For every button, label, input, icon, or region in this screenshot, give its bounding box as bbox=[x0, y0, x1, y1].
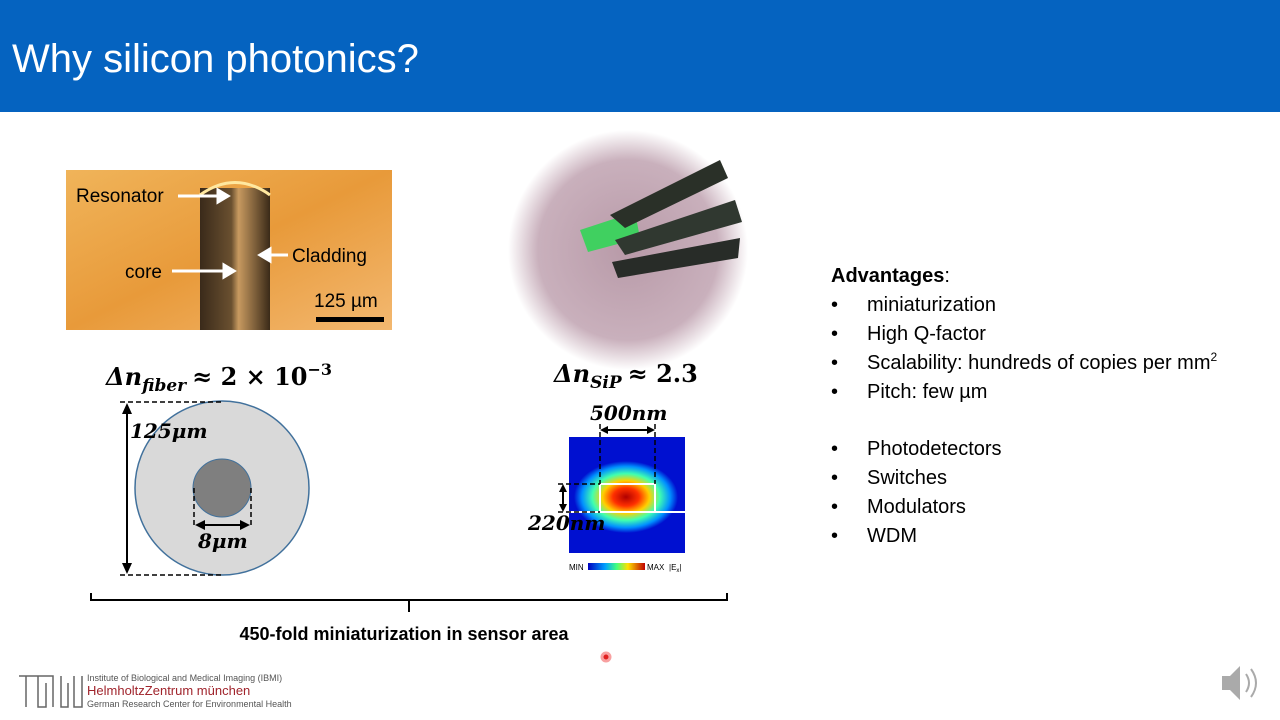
application-item: Modulators bbox=[867, 496, 966, 518]
eq-subscript: fiber bbox=[141, 376, 187, 396]
brace bbox=[90, 593, 728, 612]
sip-equation: ΔnSiP ≈ 2.3 bbox=[553, 359, 698, 393]
sip-diagram: 500nm 220nm MIN MAX |Ex| bbox=[527, 401, 685, 574]
bullet: • bbox=[831, 323, 838, 345]
application-item: WDM bbox=[867, 525, 917, 547]
chip-photo bbox=[508, 130, 748, 370]
summary: 450-fold miniaturization in sensor area bbox=[239, 624, 569, 644]
scale-bar-label: 125 µm bbox=[314, 291, 378, 312]
fiber-photo: Resonator Cladding core 125 µm bbox=[66, 170, 392, 330]
photo-label: Resonator bbox=[76, 186, 164, 207]
bullet-list: • miniaturization • High Q-factor • Scalabili… bbox=[831, 294, 1218, 547]
dimension-label: 500nm bbox=[590, 401, 667, 425]
dimension-label: 220nm bbox=[527, 511, 605, 535]
colon: : bbox=[944, 265, 950, 287]
photo-label: Cladding bbox=[292, 246, 367, 267]
dimension-label: 125μm bbox=[130, 419, 208, 443]
fiber-diagram: 125μm 8μm bbox=[120, 400, 310, 576]
advantage-item: Scalability: hundreds of copies per mm2 bbox=[867, 350, 1218, 374]
footer-center: HelmholtzZentrum münchen bbox=[87, 683, 250, 698]
header-bar bbox=[0, 0, 1280, 112]
bullet: • bbox=[831, 467, 838, 489]
eq-symbol: Δn bbox=[553, 359, 590, 388]
field-symbol: |E bbox=[669, 563, 676, 572]
laser-pointer bbox=[600, 651, 612, 663]
bullet: • bbox=[831, 352, 838, 374]
bullet: • bbox=[831, 294, 838, 316]
eq-relation: ≈ 2.3 bbox=[628, 359, 698, 388]
colorbar-field: |Ex| bbox=[669, 563, 682, 574]
photo-label: core bbox=[125, 262, 162, 283]
application-item: Photodetectors bbox=[867, 438, 1002, 460]
advantage-item: Pitch: few µm bbox=[867, 381, 987, 403]
eq-subscript: SiP bbox=[590, 373, 623, 393]
fiber-equation: Δnfiber ≈ 2 × 10−3 bbox=[105, 360, 332, 396]
footer-institute: Institute of Biological and Medical Imag… bbox=[87, 673, 282, 683]
heading: Advantages bbox=[831, 265, 944, 287]
superscript: 2 bbox=[1211, 350, 1218, 364]
eq-relation: ≈ 2 × 10 bbox=[192, 362, 307, 391]
audio-icon[interactable] bbox=[1222, 666, 1257, 700]
advantage-item: High Q-factor bbox=[867, 323, 986, 345]
colorbar-label: MAX bbox=[647, 563, 665, 572]
application-item: Switches bbox=[867, 467, 947, 489]
bullet: • bbox=[831, 525, 838, 547]
dimension-label: 8μm bbox=[197, 529, 248, 553]
advantage-item: miniaturization bbox=[867, 294, 996, 316]
footer-tagline: German Research Center for Environmental… bbox=[87, 699, 292, 709]
bullet: • bbox=[831, 381, 838, 403]
advantages-heading: Advantages: bbox=[831, 265, 950, 287]
eq-symbol: Δn bbox=[105, 362, 142, 391]
bullet: • bbox=[831, 496, 838, 518]
bullet: • bbox=[831, 438, 838, 460]
slide-title: Why silicon photonics? bbox=[12, 37, 419, 81]
colorbar-label: MIN bbox=[569, 563, 584, 572]
field-close: | bbox=[679, 563, 681, 572]
field-subscript: x bbox=[676, 568, 679, 574]
eq-exponent: −3 bbox=[308, 360, 333, 379]
footer-logo bbox=[19, 675, 83, 708]
